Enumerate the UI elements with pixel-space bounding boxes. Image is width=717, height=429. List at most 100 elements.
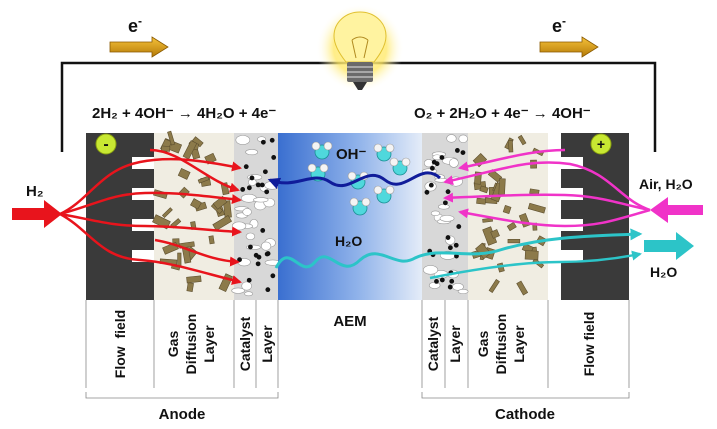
catalyst-particle xyxy=(246,277,252,283)
water-outlet-arrow xyxy=(644,232,694,260)
catalyst-particle xyxy=(460,150,466,156)
catalyst-particle xyxy=(439,277,445,283)
gdl-fiber xyxy=(167,130,176,146)
gdl-fiber xyxy=(488,279,500,293)
anode-layer-labels: Flow field Gas Diffusion Layer Catalyst … xyxy=(112,310,275,378)
catalyst-particle xyxy=(454,148,460,153)
cathode-gdl-word-2: Diffusion xyxy=(493,314,509,375)
cathode-equation: O₂ + 2H₂O + 4e⁻ → 4OH⁻ xyxy=(414,105,591,122)
layer-label-columns xyxy=(85,300,630,388)
gdl-fiber xyxy=(186,282,194,292)
gdl-fiber xyxy=(507,239,521,244)
catalyst-support xyxy=(446,134,457,143)
catalyst-support xyxy=(231,221,247,231)
water-molecule-icon xyxy=(311,141,333,160)
catalyst-support xyxy=(231,287,245,294)
svg-text:e-: e- xyxy=(128,14,142,36)
catalyst-particle xyxy=(240,187,246,192)
hydrogen-inlet-arrow xyxy=(12,200,62,228)
electron-arrow-icon xyxy=(539,36,599,58)
anode-gdl-word-2: Diffusion xyxy=(183,314,199,375)
anode-section-label: Anode xyxy=(159,406,206,423)
svg-text:e-: e- xyxy=(552,14,566,36)
catalyst-particle xyxy=(259,182,265,188)
anode-catalyst-word-2: Layer xyxy=(259,325,275,363)
gdl-fiber xyxy=(476,197,487,205)
gdl-fiber xyxy=(490,229,500,239)
gdl-fiber xyxy=(508,140,514,153)
catalyst-particle xyxy=(434,161,440,167)
cathode-gdl-word-3: Layer xyxy=(511,325,527,363)
gdl-fiber xyxy=(208,235,215,245)
catalyst-support xyxy=(245,232,256,240)
catalyst-particle xyxy=(442,200,448,206)
cathode-gdl-word-1: Gas xyxy=(475,331,491,358)
cathode-gas-diffusion-layer xyxy=(468,133,548,300)
catalyst-particle xyxy=(434,279,439,284)
gdl-fiber xyxy=(479,185,489,194)
catalyst-particle xyxy=(453,242,459,248)
hydrogen-label: H₂ xyxy=(26,183,44,200)
catalyst-particle xyxy=(246,185,252,191)
anode-gdl-label: Gas Diffusion Layer xyxy=(165,314,217,375)
gdl-fiber xyxy=(527,202,546,214)
light-bulb-icon xyxy=(316,4,404,92)
catalyst-particle xyxy=(424,189,430,195)
catalyst-support xyxy=(424,159,434,168)
catalyst-support xyxy=(430,210,440,217)
catalyst-support xyxy=(457,288,469,294)
catalyst-support xyxy=(458,134,468,144)
catalyst-support xyxy=(438,204,450,210)
anode-flow-field xyxy=(86,133,154,300)
membrane-label: AEM xyxy=(333,313,366,330)
catalyst-particle xyxy=(269,137,275,143)
catalyst-support xyxy=(245,149,259,156)
cathode-catalyst-word-1: Catalyst xyxy=(425,316,441,371)
hydroxide-flow-path xyxy=(267,171,442,190)
catalyst-particle xyxy=(428,182,434,188)
catalyst-particle xyxy=(445,235,451,240)
electron-label: e xyxy=(128,16,138,36)
catalyst-particle xyxy=(270,273,276,279)
catalyst-support xyxy=(428,281,441,289)
catalyst-particle xyxy=(445,189,451,195)
catalyst-particle xyxy=(255,182,261,188)
catalyst-particle xyxy=(264,189,270,195)
negative-electrode-badge: - xyxy=(95,133,117,155)
catalyst-particle xyxy=(265,287,271,293)
water-molecule-icon xyxy=(389,157,411,176)
anode-bracket xyxy=(85,392,279,399)
gdl-fiber xyxy=(186,275,202,284)
air-inlet-arrow xyxy=(650,197,703,223)
cathode-layer-labels: Catalyst Layer Gas Diffusion Layer Flow … xyxy=(425,312,597,377)
catalyst-particle xyxy=(456,224,462,229)
catalyst-support xyxy=(242,208,252,216)
catalyst-particle xyxy=(449,278,455,284)
air-flow-paths xyxy=(443,148,651,228)
cathode-flow-field-label: Flow field xyxy=(581,312,597,377)
catalyst-particle xyxy=(243,164,249,170)
anode-gas-diffusion-layer xyxy=(152,130,234,300)
cathode-catalyst-word-2: Layer xyxy=(447,325,463,363)
catalyst-particle xyxy=(265,251,271,256)
catalyst-particle xyxy=(262,169,268,175)
catalyst-particle xyxy=(256,254,262,260)
water-label: H₂O xyxy=(335,233,362,249)
water-molecule-icon xyxy=(349,197,371,216)
air-water-label: Air, H₂O xyxy=(639,176,693,192)
electron-charge: - xyxy=(138,14,142,28)
positive-sign: + xyxy=(597,136,605,152)
gdl-fiber xyxy=(502,205,512,215)
positive-electrode-badge: + xyxy=(590,133,612,155)
gdl-fiber xyxy=(498,178,506,196)
negative-sign: - xyxy=(103,136,108,153)
gdl-fiber xyxy=(161,207,173,218)
hydrogen-flow-paths xyxy=(59,148,242,285)
electron-arrow-icon xyxy=(109,36,169,58)
catalyst-support xyxy=(253,197,269,203)
catalyst-particle xyxy=(447,245,453,251)
catalyst-support xyxy=(423,265,439,275)
catalyst-particle xyxy=(248,244,253,250)
gdl-fiber xyxy=(524,250,539,261)
